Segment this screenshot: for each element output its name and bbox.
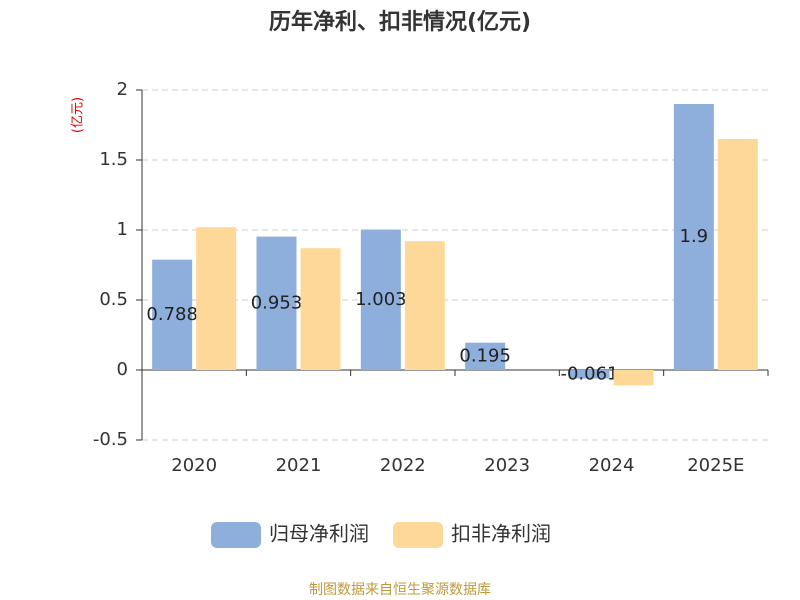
bar <box>152 259 193 370</box>
y-tick-label: 2 <box>117 79 128 100</box>
x-tick-label: 2021 <box>276 455 322 476</box>
source-note: 制图数据来自恒生聚源数据库 <box>309 582 491 598</box>
y-tick-label: -0.5 <box>93 429 128 450</box>
data-label: 1.9 <box>680 226 709 247</box>
legend-label: 扣非净利润 <box>451 522 551 546</box>
x-tick-label: 2020 <box>171 455 217 476</box>
data-label: -0.061 <box>560 363 618 384</box>
bar <box>673 104 714 370</box>
x-tick-label: 2024 <box>589 455 635 476</box>
bar <box>300 248 341 370</box>
data-label: 0.195 <box>459 345 511 366</box>
legend-swatch <box>211 522 261 548</box>
y-tick-label: 1 <box>117 219 128 240</box>
data-label: 1.003 <box>355 289 407 310</box>
bar <box>196 227 237 370</box>
legend-label: 归母净利润 <box>269 522 369 546</box>
bar <box>256 236 297 370</box>
bar <box>717 139 758 370</box>
x-tick-label: 2022 <box>380 455 426 476</box>
y-tick-label: 1.5 <box>99 149 128 170</box>
chart-title: 历年净利、扣非情况(亿元) <box>269 9 531 35</box>
legend-swatch <box>393 522 443 548</box>
bar <box>404 241 445 370</box>
bar <box>613 370 654 386</box>
y-tick-label: 0.5 <box>99 289 128 310</box>
y-axis-label: (亿元) <box>71 97 86 133</box>
y-tick-label: 0 <box>117 359 128 380</box>
x-tick-label: 2025E <box>687 455 744 476</box>
data-label: 0.788 <box>146 304 198 325</box>
x-tick-label: 2023 <box>484 455 530 476</box>
data-label: 0.953 <box>251 292 303 313</box>
bar <box>465 342 506 370</box>
bar <box>360 229 401 370</box>
bar <box>569 370 610 379</box>
